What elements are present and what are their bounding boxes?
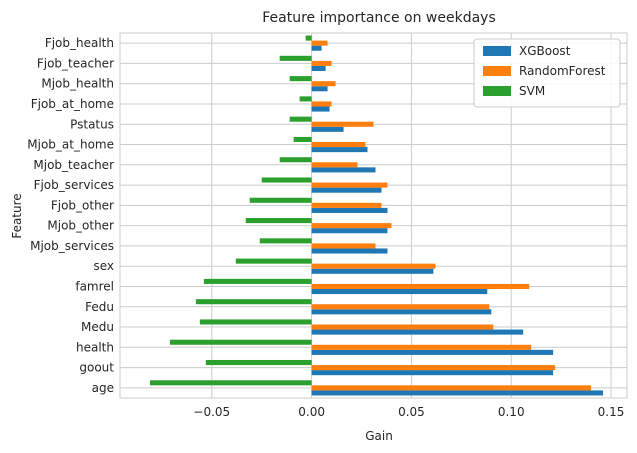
- bar-svm: [289, 116, 312, 122]
- y-tick-label: goout: [79, 361, 114, 375]
- bar-xgboost: [311, 390, 604, 396]
- bar-svm: [245, 218, 312, 224]
- x-tick-label: 0.10: [498, 405, 525, 419]
- bar-xgboost: [311, 309, 492, 315]
- bar-randomforest: [311, 223, 392, 229]
- bar-randomforest: [311, 182, 388, 188]
- y-tick-label: Medu: [81, 320, 114, 334]
- y-tick-label: age: [92, 381, 114, 395]
- bar-svm: [259, 238, 312, 244]
- y-tick-label: famrel: [75, 279, 114, 293]
- axis-layer: −0.05 0.00 0.05 0.10 0.15 age goout health Medu F…: [27, 32, 628, 419]
- y-tick-label: Fjob_teacher: [37, 56, 114, 70]
- bar-xgboost: [311, 86, 328, 92]
- bar-svm: [169, 339, 312, 345]
- bar-randomforest: [311, 121, 374, 127]
- bar-svm: [279, 157, 312, 163]
- bar-xgboost: [311, 370, 554, 376]
- legend-swatch-svm: [483, 86, 511, 96]
- legend-label-randomforest: RandomForest: [519, 64, 606, 78]
- bar-svm: [289, 76, 312, 82]
- y-axis-label: Feature: [10, 193, 24, 238]
- y-tick-label: health: [76, 340, 114, 354]
- bar-randomforest: [311, 263, 436, 269]
- y-tick-label: Fjob_health: [45, 36, 114, 50]
- bar-svm: [249, 197, 312, 203]
- bar-randomforest: [311, 141, 366, 148]
- bar-svm: [195, 299, 312, 305]
- bar-svm: [235, 258, 312, 264]
- bar-xgboost: [311, 207, 388, 213]
- bar-xgboost: [311, 126, 344, 132]
- bar-layer: [149, 35, 604, 396]
- bar-svm: [279, 55, 312, 61]
- bar-xgboost: [311, 45, 322, 51]
- bar-randomforest: [311, 365, 556, 371]
- x-axis-label: Gain: [365, 429, 393, 443]
- bar-svm: [199, 319, 312, 325]
- x-tick-label: 0.05: [398, 405, 425, 419]
- legend-swatch-xgboost: [483, 46, 511, 56]
- bar-xgboost: [311, 268, 434, 274]
- bar-xgboost: [311, 248, 388, 254]
- bar-randomforest: [311, 304, 490, 310]
- bar-randomforest: [311, 60, 332, 66]
- bar-xgboost: [311, 289, 488, 295]
- bar-randomforest: [311, 162, 358, 168]
- y-tick-label: Fedu: [85, 300, 114, 314]
- bar-randomforest: [311, 283, 530, 290]
- y-tick-label: Mjob_at_home: [27, 138, 114, 152]
- x-tick-label: 0.00: [298, 405, 325, 419]
- y-tick-label: Mjob_health: [41, 77, 114, 91]
- bar-svm: [149, 380, 312, 386]
- x-tick-label: 0.15: [598, 405, 625, 419]
- bar-randomforest: [311, 40, 328, 46]
- bar-randomforest: [311, 344, 532, 350]
- bar-xgboost: [311, 228, 388, 234]
- bar-randomforest: [311, 385, 592, 391]
- y-tick-label: Mjob_teacher: [33, 158, 114, 172]
- legend: XGBoost RandomForest SVM: [473, 38, 621, 108]
- bar-svm: [305, 35, 312, 41]
- legend-label-svm: SVM: [519, 84, 545, 98]
- y-tick-label: Mjob_other: [47, 219, 114, 233]
- y-tick-label: Pstatus: [70, 117, 114, 131]
- bar-xgboost: [311, 147, 368, 153]
- bar-xgboost: [311, 65, 326, 72]
- y-tick-label: Mjob_services: [30, 239, 114, 253]
- bar-svm: [261, 177, 312, 183]
- bar-svm: [299, 96, 312, 102]
- bar-xgboost: [311, 349, 554, 355]
- bar-randomforest: [311, 324, 494, 330]
- bar-svm: [203, 278, 312, 284]
- x-tick-label: −0.05: [193, 405, 230, 419]
- bar-randomforest: [311, 101, 332, 107]
- chart-title: Feature importance on weekdays: [262, 10, 496, 26]
- bar-randomforest: [311, 243, 376, 249]
- legend-swatch-randomforest: [483, 66, 511, 76]
- bar-randomforest: [311, 81, 336, 87]
- y-tick-label: Fjob_at_home: [31, 97, 114, 111]
- bar-xgboost: [311, 187, 382, 193]
- bar-xgboost: [311, 329, 524, 335]
- bar-xgboost: [311, 106, 330, 112]
- bar-svm: [293, 136, 312, 142]
- bar-svm: [205, 359, 312, 366]
- bar-xgboost: [311, 167, 376, 173]
- y-tick-label: Fjob_services: [34, 178, 114, 192]
- bar-randomforest: [311, 202, 382, 208]
- y-tick-label: Fjob_other: [51, 198, 114, 212]
- legend-label-xgboost: XGBoost: [519, 44, 571, 58]
- y-tick-label: sex: [93, 259, 114, 273]
- plot-frame: [119, 32, 628, 399]
